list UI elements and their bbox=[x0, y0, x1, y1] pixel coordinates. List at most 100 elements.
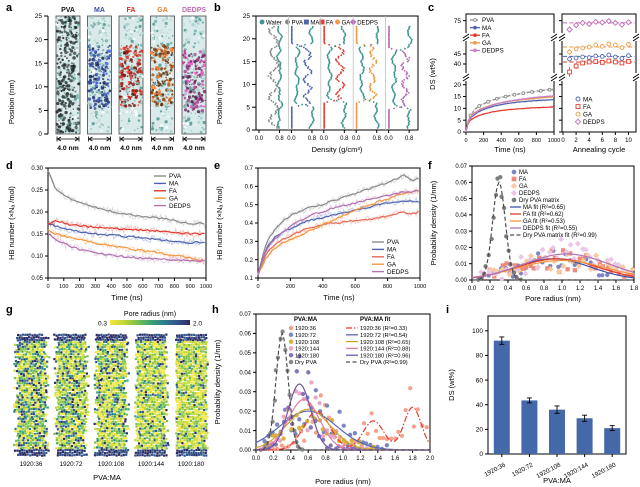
svg-text:8: 8 bbox=[614, 138, 618, 144]
svg-text:FA: FA bbox=[583, 104, 591, 111]
svg-text:0.6: 0.6 bbox=[245, 185, 254, 191]
svg-text:MA: MA bbox=[387, 247, 397, 254]
svg-text:0.4: 0.4 bbox=[504, 286, 513, 292]
svg-text:MA: MA bbox=[482, 25, 492, 32]
svg-text:0.0: 0.0 bbox=[384, 136, 393, 142]
svg-text:1.4: 1.4 bbox=[594, 286, 603, 292]
svg-text:HB number (×Nₐ /mol): HB number (×Nₐ /mol) bbox=[215, 186, 224, 260]
svg-text:1000: 1000 bbox=[414, 284, 426, 290]
svg-text:HB number (×Nₐ /mol): HB number (×Nₐ /mol) bbox=[7, 186, 16, 260]
svg-text:600: 600 bbox=[351, 284, 360, 290]
svg-text:FA: FA bbox=[169, 188, 177, 195]
svg-text:FA: FA bbox=[387, 254, 395, 261]
panel-c: c 0 5 10 15 20 40 45 75 DS (wt%) 0 200 400 600 800 1000… bbox=[426, 2, 640, 160]
svg-text:PVA: PVA bbox=[61, 7, 75, 14]
svg-text:400: 400 bbox=[497, 138, 506, 144]
svg-text:800: 800 bbox=[383, 284, 392, 290]
svg-text:0.6: 0.6 bbox=[522, 286, 531, 292]
svg-text:GA: GA bbox=[387, 261, 397, 268]
svg-text:PVA: PVA bbox=[387, 239, 400, 246]
svg-text:15: 15 bbox=[35, 60, 43, 67]
panel-h: h 0.00 0.01 0.02 0.03 0.04 0.05 0.06 0.07 0.0 0.2 0… bbox=[210, 304, 444, 487]
svg-text:2.0: 2.0 bbox=[193, 321, 202, 328]
svg-text:MA: MA bbox=[169, 181, 179, 188]
svg-text:6: 6 bbox=[601, 138, 605, 144]
panel-h-plot: 0.000.010.020.030.040.050.060.070.0 0.2 0.… bbox=[213, 312, 435, 486]
svg-text:15: 15 bbox=[243, 59, 251, 66]
svg-text:Time (ns): Time (ns) bbox=[323, 293, 355, 302]
svg-text:0.03: 0.03 bbox=[455, 229, 467, 235]
svg-text:GA: GA bbox=[342, 20, 351, 26]
svg-text:20: 20 bbox=[454, 82, 462, 89]
svg-text:0.2: 0.2 bbox=[245, 258, 254, 264]
svg-text:FA: FA bbox=[519, 177, 526, 183]
svg-text:0: 0 bbox=[256, 284, 259, 290]
svg-text:DEDPS: DEDPS bbox=[169, 203, 191, 210]
svg-text:DS (wt%): DS (wt%) bbox=[428, 58, 437, 90]
svg-text:0.8: 0.8 bbox=[540, 286, 549, 292]
panel-b: b 0 5 10 15 20 25 Position (nm) Density (g/cm³) W… bbox=[212, 2, 426, 160]
svg-text:DEDPS: DEDPS bbox=[182, 7, 206, 14]
svg-text:4: 4 bbox=[588, 138, 592, 144]
svg-text:GA: GA bbox=[519, 184, 528, 190]
svg-text:0.0: 0.0 bbox=[352, 136, 361, 142]
svg-text:GA: GA bbox=[482, 40, 492, 47]
svg-text:0.0: 0.0 bbox=[287, 136, 296, 142]
svg-text:1.6: 1.6 bbox=[612, 286, 621, 292]
svg-text:Pore radius (nm): Pore radius (nm) bbox=[124, 311, 176, 318]
svg-text:Time (ns): Time (ns) bbox=[494, 145, 526, 154]
svg-text:10: 10 bbox=[35, 84, 43, 91]
svg-text:25: 25 bbox=[243, 13, 251, 20]
svg-text:5: 5 bbox=[457, 117, 461, 124]
svg-text:GA: GA bbox=[583, 112, 593, 119]
svg-text:0.25: 0.25 bbox=[31, 188, 43, 194]
svg-text:900: 900 bbox=[186, 284, 195, 290]
svg-text:800: 800 bbox=[170, 284, 179, 290]
svg-text:0.8: 0.8 bbox=[340, 136, 349, 142]
svg-text:20: 20 bbox=[35, 37, 43, 44]
panel-f: f 0.00 0.01 0.02 0.03 0.04 0.05 0.06 0.07 0.0 0.2 0… bbox=[426, 160, 640, 304]
svg-text:Dry PVA matrix fit (R²=0.99): Dry PVA matrix fit (R²=0.99) bbox=[523, 233, 597, 239]
panel-c-label: c bbox=[428, 2, 435, 14]
svg-text:1920:36: 1920:36 bbox=[20, 461, 43, 468]
panel-d-plot: 0.05 0.10 0.15 0.20 0.25 0.30 0 100 200 300 400 500… bbox=[7, 166, 212, 302]
panel-g: g Pore radius (nm) 0.3 2.0 1920:36 1920:72 192… bbox=[4, 304, 210, 487]
svg-text:0: 0 bbox=[457, 129, 461, 136]
svg-text:40: 40 bbox=[454, 61, 462, 68]
svg-text:0.3: 0.3 bbox=[98, 321, 107, 328]
svg-text:0.0: 0.0 bbox=[255, 136, 264, 142]
svg-text:200: 200 bbox=[75, 284, 84, 290]
svg-text:Position (nm): Position (nm) bbox=[7, 79, 16, 124]
svg-text:0.07: 0.07 bbox=[455, 164, 467, 170]
svg-text:FA fit (R²=0.62): FA fit (R²=0.62) bbox=[523, 212, 564, 218]
svg-text:MA: MA bbox=[583, 96, 593, 103]
svg-text:10: 10 bbox=[243, 82, 251, 89]
svg-text:0: 0 bbox=[46, 284, 49, 290]
svg-text:1.0: 1.0 bbox=[558, 286, 567, 292]
svg-text:0: 0 bbox=[464, 138, 467, 144]
panel-b-plot: 0 5 10 15 20 25 Position (nm) Density (g/cm³) Wa… bbox=[215, 13, 419, 154]
svg-text:0.0: 0.0 bbox=[320, 136, 329, 142]
svg-text:4.0 nm: 4.0 nm bbox=[152, 145, 174, 152]
svg-text:0.8: 0.8 bbox=[308, 136, 317, 142]
svg-text:0.7: 0.7 bbox=[245, 166, 254, 172]
svg-text:4.0 nm: 4.0 nm bbox=[57, 145, 79, 152]
svg-text:600: 600 bbox=[514, 138, 523, 144]
svg-text:Annealing cycle: Annealing cycle bbox=[573, 145, 626, 154]
svg-text:DEDPS: DEDPS bbox=[583, 119, 605, 126]
svg-text:0.01: 0.01 bbox=[455, 262, 467, 268]
panel-e-label: e bbox=[214, 160, 221, 172]
svg-text:Dry PVA matrix: Dry PVA matrix bbox=[519, 198, 559, 204]
svg-text:75: 75 bbox=[454, 18, 462, 25]
svg-text:700: 700 bbox=[154, 284, 163, 290]
panel-h-label: h bbox=[212, 304, 219, 316]
svg-text:Position (nm): Position (nm) bbox=[215, 79, 224, 124]
svg-text:DEDPS fit (R²=0.55): DEDPS fit (R²=0.55) bbox=[523, 226, 577, 232]
svg-text:0: 0 bbox=[246, 127, 250, 134]
panel-d: d 0.05 0.10 0.15 0.20 0.25 0.30 0 100 200 300 400 50… bbox=[4, 160, 212, 304]
svg-text:MA: MA bbox=[310, 20, 319, 26]
svg-text:0.8: 0.8 bbox=[405, 136, 414, 142]
svg-text:600: 600 bbox=[138, 284, 147, 290]
svg-text:1000: 1000 bbox=[548, 138, 560, 144]
